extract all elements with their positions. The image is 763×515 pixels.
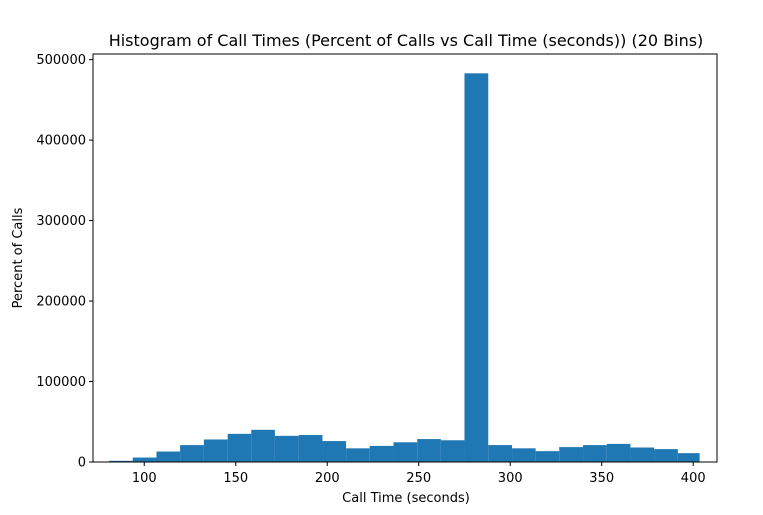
plot-area-frame <box>92 53 718 463</box>
histogram-bar-10 <box>322 441 347 462</box>
histogram-bar-22 <box>606 443 631 462</box>
x-tick-label: 300 <box>498 471 523 486</box>
histogram-bar-4 <box>180 445 204 462</box>
y-tick-label: 400000 <box>36 134 86 149</box>
histogram-bar-23 <box>630 447 655 462</box>
histogram-bar-13 <box>393 442 418 462</box>
histogram-bar-7 <box>251 429 275 462</box>
x-axis-ticks: 100 150 200 250 300 350 400 <box>132 462 706 486</box>
histogram-bar-2 <box>132 457 157 462</box>
histogram-bar-17 <box>488 445 513 462</box>
y-axis-label: Percent of Calls <box>11 207 26 308</box>
histogram-bar-18 <box>512 448 536 462</box>
histogram-bar-5 <box>203 439 228 462</box>
histogram-bar-20 <box>559 447 584 462</box>
x-tick-label: 200 <box>315 471 340 486</box>
histogram-bar-19 <box>535 451 560 462</box>
histogram-bar-16 <box>464 73 489 463</box>
chart-title: Histogram of Call Times (Percent of Call… <box>109 31 704 50</box>
y-tick-label: 100000 <box>36 375 86 390</box>
x-axis-label: Call Time (seconds) <box>342 491 470 506</box>
histogram-bar-25 <box>677 453 700 462</box>
x-tick-label: 150 <box>223 471 248 486</box>
x-tick-label: 100 <box>132 471 157 486</box>
y-axis-ticks: 0 100000 200000 300000 400000 500000 <box>36 53 93 471</box>
histogram-bar-12 <box>369 445 394 462</box>
histogram-bar-11 <box>346 448 370 462</box>
histogram-bar-15 <box>440 440 465 462</box>
y-tick-label: 0 <box>78 456 86 471</box>
y-tick-label: 300000 <box>36 214 86 229</box>
x-tick-label: 400 <box>681 471 706 486</box>
histogram-bar-24 <box>654 449 678 462</box>
histogram-bar-21 <box>583 445 607 462</box>
histogram-bar-3 <box>156 451 181 462</box>
bars-group <box>109 73 700 463</box>
histogram-bar-8 <box>274 435 299 462</box>
histogram-bar-9 <box>298 435 323 462</box>
histogram-bar-1 <box>109 460 133 462</box>
histogram-bar-6 <box>227 433 252 462</box>
x-tick-label: 350 <box>589 471 614 486</box>
y-tick-label: 500000 <box>36 53 86 68</box>
histogram-bar-14 <box>417 439 441 462</box>
x-tick-label: 250 <box>406 471 431 486</box>
y-tick-label: 200000 <box>36 295 86 310</box>
